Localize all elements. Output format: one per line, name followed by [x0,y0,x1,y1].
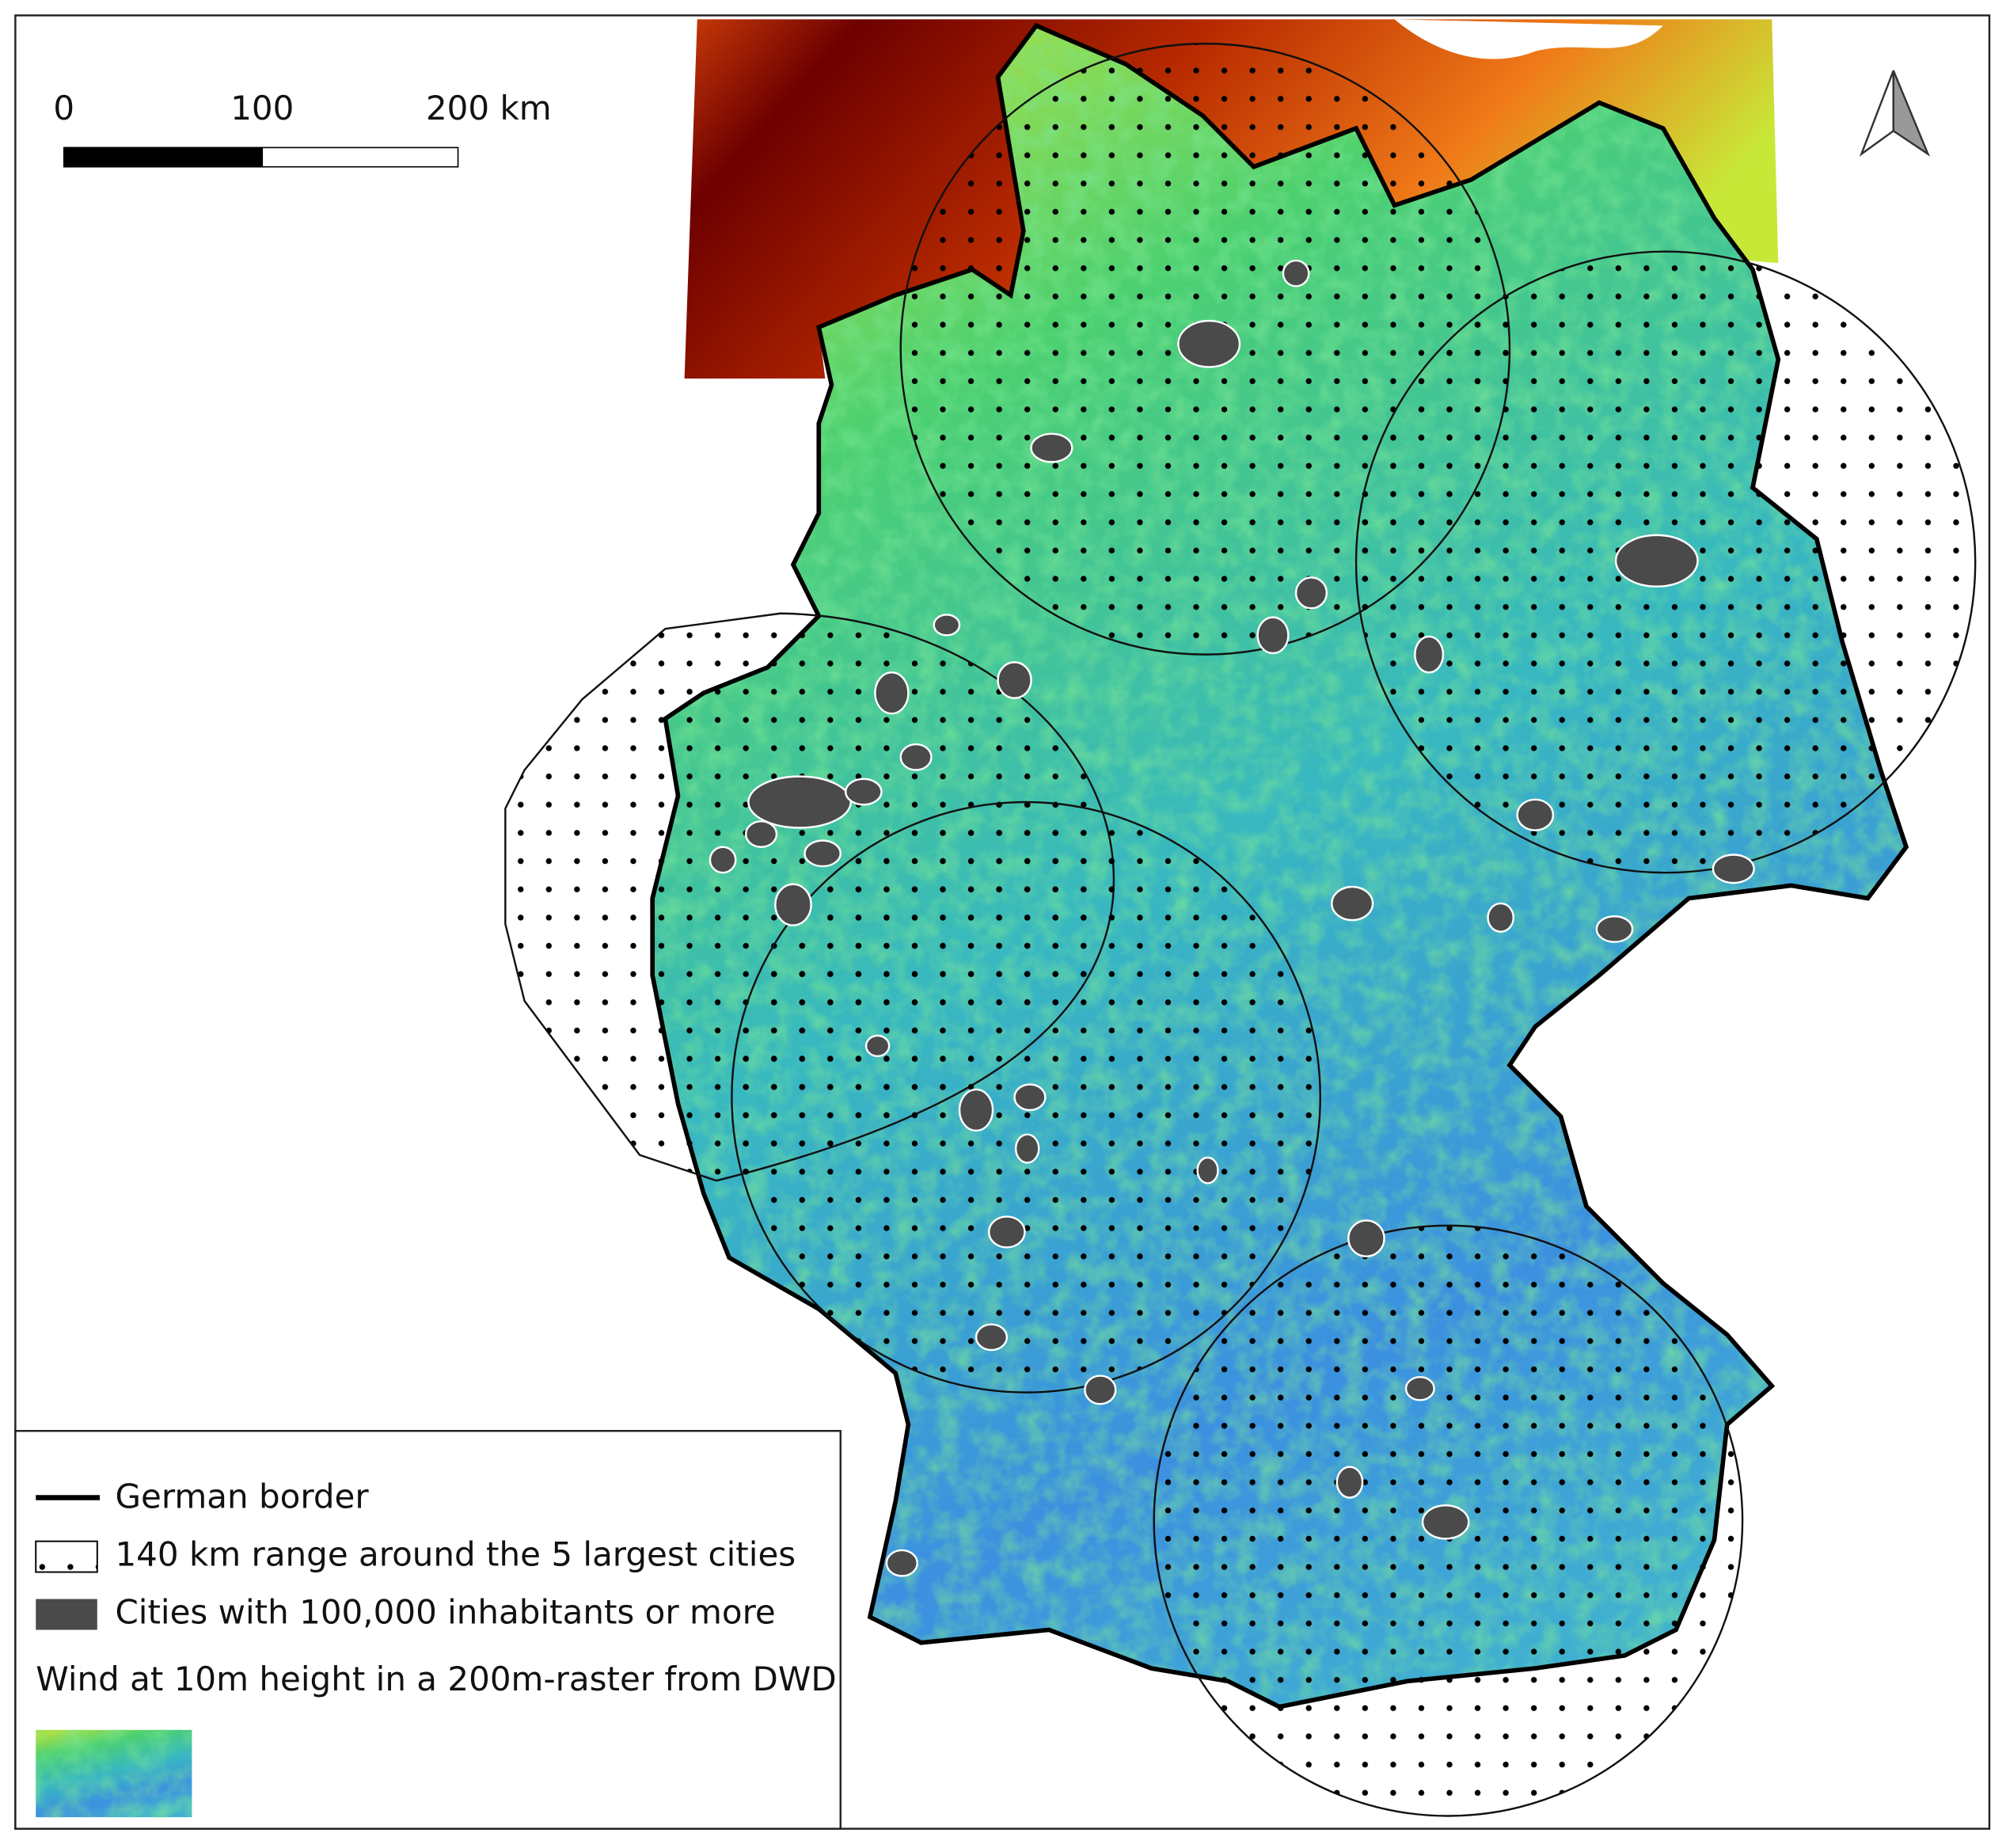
city [1294,576,1328,610]
city [1614,534,1699,587]
north-arrow [1859,70,1931,157]
city [804,839,842,868]
city [1335,1466,1364,1499]
city [1347,1219,1385,1258]
north-arrow-right [1892,70,1931,157]
city [747,775,852,829]
city [744,820,778,848]
city [845,778,883,806]
city [1487,902,1515,933]
scale-bar: 0 100 200 km [53,89,552,168]
scale-label: 100 [230,89,294,127]
city [1712,854,1755,884]
legend-raster-texture [36,1729,192,1818]
city [997,661,1032,699]
city [899,743,933,771]
city [1084,1375,1117,1405]
city [874,671,910,715]
legend-label: German border [115,1477,369,1516]
city [864,1034,891,1058]
coast-gap [1394,19,1663,59]
cities [709,259,1755,1577]
city [1595,915,1634,943]
city [1256,616,1290,655]
city [988,1215,1026,1249]
legend-range-symbol [35,1540,98,1573]
city [1196,1156,1219,1184]
city [1030,432,1073,463]
city [1013,1083,1047,1112]
city [958,1088,994,1132]
scale-segment-dark [63,146,264,168]
city [1516,798,1555,831]
city [975,1323,1009,1352]
scale-label: 200 km [426,89,552,127]
sea-raster [684,19,1779,379]
legend: German border 140 km range around the 5 … [14,1430,842,1830]
city [1282,259,1310,287]
city [1014,1133,1040,1164]
legend-label: Wind at 10m height in a 200m-raster from… [36,1660,836,1698]
city [1421,1504,1470,1540]
scale-label: 0 [53,89,74,127]
legend-label: Cities with 100,000 inhabitants or more [115,1592,775,1631]
scale-segment-light [261,146,459,168]
city [1414,635,1445,674]
city [1177,319,1241,368]
city [885,1549,918,1577]
legend-city-symbol [36,1599,97,1630]
city [709,846,737,874]
legend-label: 140 km range around the 5 largest cities [115,1535,796,1574]
city [774,883,812,926]
city [1404,1375,1435,1401]
city [1331,885,1374,922]
city [933,614,961,637]
